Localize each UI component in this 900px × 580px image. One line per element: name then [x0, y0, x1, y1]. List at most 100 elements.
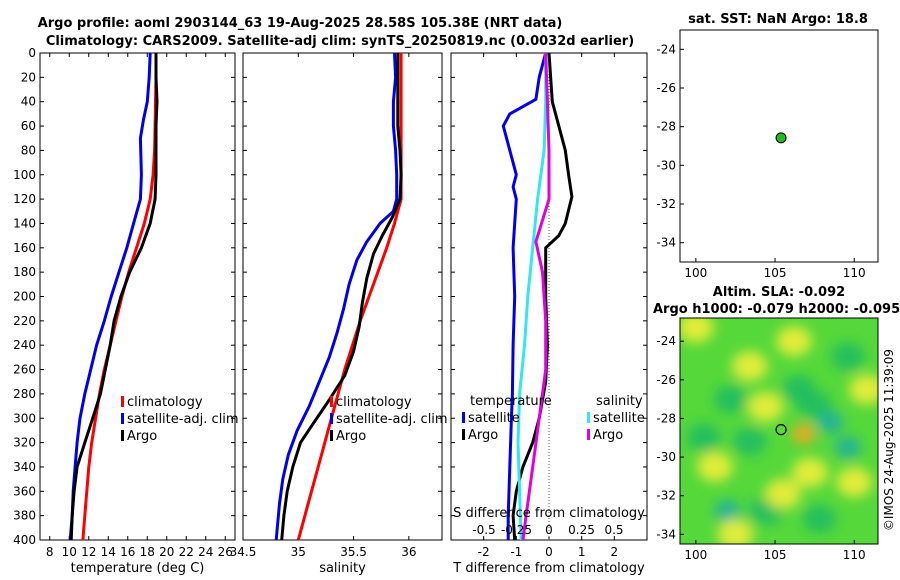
temperature-legend-0-label: climatology [127, 395, 203, 410]
sst-y-tick-label: -28 [656, 120, 676, 134]
sst-y-tick-label: -30 [656, 158, 676, 172]
sla-y-tick-label: -34 [656, 527, 676, 541]
sla-anomaly-low-10 [686, 423, 721, 452]
sst-y-tick-label: -24 [656, 42, 676, 56]
sla-x-tick-label: 105 [764, 548, 787, 562]
x-tick-label: 10 [62, 545, 77, 559]
x-tick-label: 34.5 [230, 545, 257, 559]
salinity-legend-2-swatch [330, 430, 333, 441]
legend-salinity-argo-swatch [587, 429, 590, 440]
x-tick-label: -1 [510, 545, 522, 559]
series-satellite-adj-clim-line [274, 52, 399, 541]
x-tick-label: 16 [120, 545, 135, 559]
y-tick-label: 120 [13, 192, 36, 206]
sst-axes-box [679, 29, 879, 263]
sla-anomaly-very-high-14 [791, 423, 816, 444]
x-tick-label: 36 [401, 545, 416, 559]
sla-anomaly-high-19 [848, 374, 878, 405]
x-tick-label: 0 [545, 545, 553, 559]
sla-anomaly-high-17 [836, 467, 873, 498]
sla-blobs [680, 318, 878, 544]
x-tick-label: 14 [101, 545, 116, 559]
series-temperature-argo-line [511, 52, 574, 541]
sla-heatmap [680, 318, 878, 544]
y-tick-label: 20 [21, 70, 36, 84]
sst-y-tick-label: -34 [656, 236, 676, 250]
sla-y-tick-label: -28 [656, 411, 676, 425]
y-tick-label: 380 [13, 509, 36, 523]
series-salinity-satellite-line [516, 53, 548, 541]
top-tick-label: 0.5 [604, 523, 623, 537]
y-tick-label: 220 [13, 314, 36, 328]
x-tick-label: 8 [46, 545, 54, 559]
sla-y-tick-label: -24 [656, 334, 676, 348]
series-argo-line [69, 53, 159, 541]
top-tick-label: -0.25 [501, 523, 532, 537]
sla-map-panel: Altim. SLA: -0.092 Argo h1000: -0.079 h20… [653, 285, 900, 562]
salinity-panel: 34.5 35 35.5 36 salinity climatology satellite… [230, 52, 448, 576]
sla-anomaly-high-15 [791, 457, 828, 488]
temperature-legend-1-label: satellite-adj. clim [127, 412, 239, 427]
legend-salinity-satellite-swatch [587, 412, 590, 423]
x-axis-label: T difference from climatology [452, 561, 645, 576]
legend-salinity-satellite-label: satellite [593, 411, 645, 426]
sla-y-tick-label: -32 [656, 489, 676, 503]
sla-x-tick-label: 100 [684, 548, 707, 562]
legend-temperature-argo-swatch [462, 429, 465, 440]
x-tick-label: 18 [140, 545, 155, 559]
sla-anomaly-high-16 [696, 451, 733, 482]
x-axis-label: temperature (deg C) [71, 561, 205, 576]
sla-anomaly-low-1 [732, 427, 767, 456]
y-tick-label: 0 [28, 46, 36, 60]
sla-title-line1: Altim. SLA: -0.092 [713, 285, 845, 300]
top-tick-label: 0 [545, 523, 553, 537]
axes-box [39, 52, 236, 541]
legend-temperature-title: temperature [470, 394, 552, 409]
salinity-legend-0-swatch [330, 396, 333, 407]
y-tick-label: 80 [21, 143, 36, 157]
salinity-legend-0-label: climatology [336, 395, 412, 410]
sla-argo-location-marker [775, 424, 787, 436]
x-tick-label: -2 [478, 545, 490, 559]
series-temperature-satellite-line [501, 52, 548, 540]
legend-temperature-argo-label: Argo [468, 428, 498, 443]
y-tick-label: 140 [13, 216, 36, 230]
temperature-legend-0-swatch [121, 396, 124, 407]
sla-anomaly-low-9 [802, 504, 837, 533]
y-tick-label: 100 [13, 168, 36, 182]
temperature-legend-2-label: Argo [127, 429, 157, 444]
temperature-legend-2-swatch [121, 430, 124, 441]
y-tick-label: 300 [13, 411, 36, 425]
sla-anomaly-low-0 [713, 385, 748, 414]
legend-temperature-satellite-label: satellite [468, 411, 520, 426]
top-tick-label: 0.25 [568, 523, 595, 537]
temperature-panel: 0 20 40 60 80 100 120 140 160 180 200 220 240 260 280 3… [13, 46, 239, 576]
x-tick-label: 35.5 [340, 545, 367, 559]
sst-y-tick-label: -26 [656, 81, 676, 95]
series-argo-line [280, 53, 403, 541]
sla-anomaly-high-13 [747, 391, 784, 422]
series-salinity-argo-line [521, 52, 551, 541]
salinity-legend-1-swatch [330, 413, 333, 424]
sst-x-tick-label: 105 [764, 266, 787, 280]
sst-map-panel: sat. SST: NaN Argo: 18.8 100 105 110 -24 -26 -… [656, 12, 879, 280]
sla-anomaly-low-6 [831, 342, 865, 371]
sst-y-tick-label: -32 [656, 197, 676, 211]
argo-location-marker [775, 132, 787, 144]
legend-temperature-satellite-swatch [462, 412, 465, 423]
x-tick-label: 20 [159, 545, 174, 559]
y-tick-label: 400 [13, 533, 36, 547]
legend-salinity-title: salinity [596, 394, 643, 409]
sla-anomaly-very-low-7 [834, 436, 862, 459]
sla-x-tick-label: 110 [843, 548, 866, 562]
sla-axes-box [679, 317, 879, 545]
sla-anomaly-high-21 [764, 478, 801, 509]
x-tick-label: 1 [578, 545, 586, 559]
imos-watermark: ©IMOS 24-Aug-2025 11:39:09 [882, 349, 896, 531]
x-tick-label: 35 [291, 545, 306, 559]
legend-salinity-argo-label: Argo [593, 428, 623, 443]
top-axis-label: S difference from climatology [453, 506, 645, 521]
sst-x-tick-label: 100 [684, 266, 707, 280]
x-tick-label: 22 [179, 545, 194, 559]
